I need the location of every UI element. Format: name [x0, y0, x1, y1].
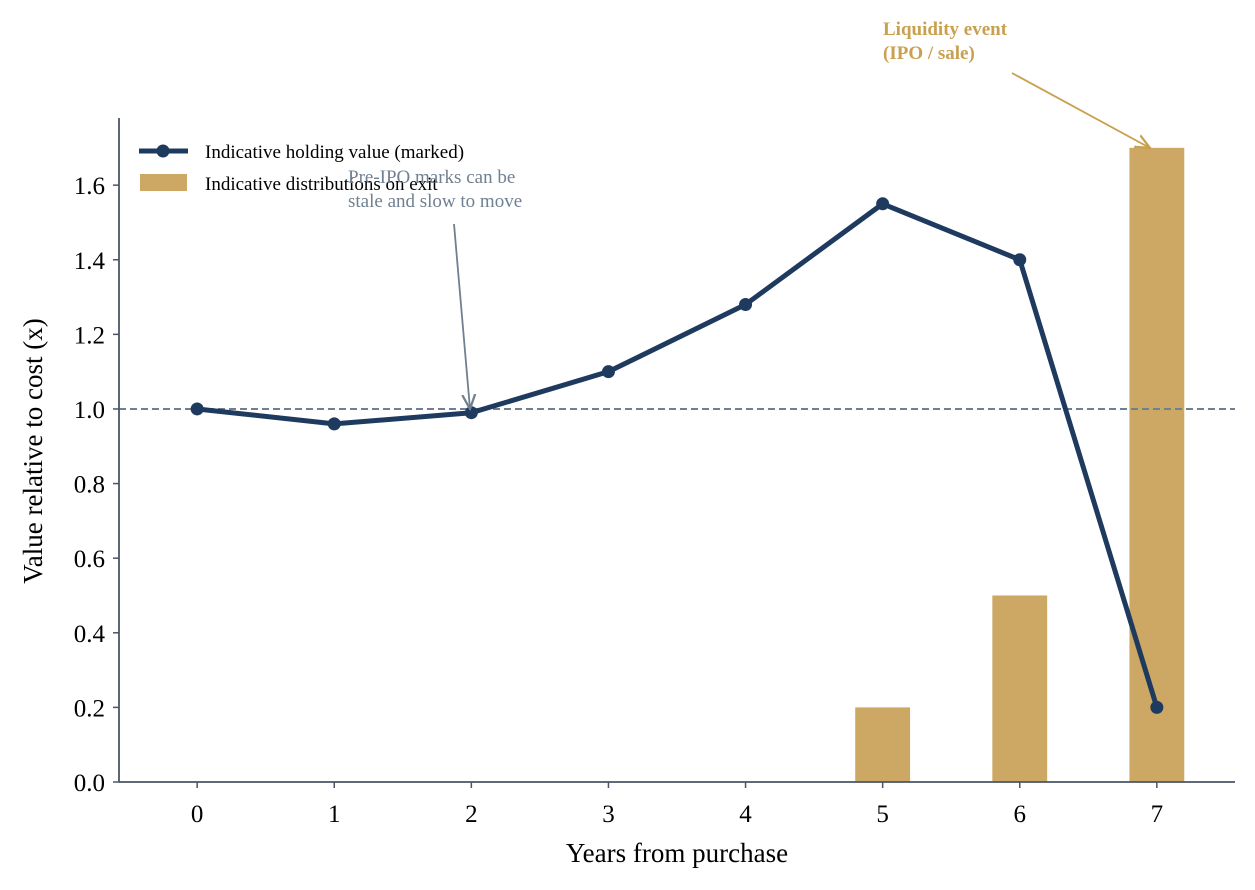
y-tick-label: 0.8 [74, 472, 105, 499]
holding-value-point-year-5 [876, 197, 890, 211]
bar-year-5 [855, 707, 911, 782]
annotation-liquidity-arrow [1011, 72, 1150, 148]
y-tick-label: 0.6 [74, 546, 105, 573]
annotation-stale-marks: Pre-IPO marks can be stale and slow to m… [348, 167, 522, 409]
x-tick-label: 7 [1151, 801, 1164, 828]
axes: 0.0 0.2 0.4 0.6 0.8 1.0 1.2 1.4 1.6 0 1 2 3 4 5 6 7 [74, 118, 1235, 828]
legend: Indicative holding value (marked) Indica… [139, 142, 464, 195]
annotation-stale-line-1: Pre-IPO marks can be [348, 167, 515, 188]
annotation-stale-arrow [453, 223, 470, 409]
holding-value-point-year-6 [1013, 253, 1027, 267]
holding-value-point-year-0 [190, 402, 204, 416]
legend-bar-swatch [140, 174, 187, 191]
annotation-liquidity-line-1: Liquidity event [883, 19, 1008, 40]
holding-value-point-year-2 [464, 406, 478, 420]
y-tick-label: 0.2 [74, 695, 105, 722]
legend-label-distributions: Indicative distributions on exit [205, 174, 438, 195]
holding-value-point-year-1 [327, 417, 341, 431]
y-tick-label: 0.4 [74, 621, 106, 648]
holding-value-point-year-7 [1150, 700, 1164, 714]
bar-year-6 [992, 595, 1048, 782]
y-axis-title: Value relative to cost (x) [18, 318, 48, 583]
y-tick-label: 1.4 [74, 248, 106, 275]
x-tick-label: 0 [191, 801, 204, 828]
annotation-liquidity-event: Liquidity event (IPO / sale) [883, 19, 1150, 148]
y-tick-label: 1.0 [74, 397, 105, 424]
holding-value-point-year-4 [739, 298, 753, 312]
x-tick-label: 4 [739, 801, 752, 828]
y-tick-label: 1.2 [74, 322, 105, 349]
annotation-liquidity-line-2: (IPO / sale) [883, 43, 975, 64]
legend-marker-swatch [156, 144, 170, 158]
bar-year-7 [1129, 147, 1185, 782]
x-tick-label: 1 [328, 801, 341, 828]
y-tick-label: 1.6 [74, 173, 105, 200]
holding-value-point-year-3 [601, 365, 615, 379]
bars-layer [855, 147, 1185, 782]
holding-value-line [196, 201, 1160, 709]
legend-label-holding-value: Indicative holding value (marked) [205, 142, 464, 163]
x-axis-title: Years from purchase [566, 838, 788, 868]
x-tick-label: 2 [465, 801, 478, 828]
x-tick-label: 6 [1014, 801, 1027, 828]
x-tick-label: 5 [876, 801, 889, 828]
annotation-stale-line-2: stale and slow to move [348, 191, 522, 212]
y-tick-label: 0.0 [74, 770, 105, 797]
x-tick-label: 3 [602, 801, 615, 828]
